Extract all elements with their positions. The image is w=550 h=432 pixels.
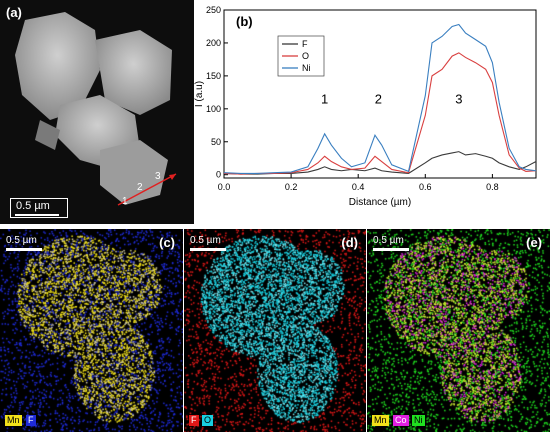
x-tick-label: 0.2	[285, 182, 298, 192]
x-tick-label: 0.4	[352, 182, 365, 192]
x-axis-label: Distance (µm)	[349, 197, 411, 208]
point-label-2: 2	[137, 182, 143, 193]
scale-bar-a	[15, 214, 59, 216]
peak-annotation: 3	[455, 92, 462, 107]
legend-co-e: Co	[393, 415, 409, 426]
y-tick-label: 200	[206, 38, 221, 48]
legend-mn-c: Mn	[5, 415, 22, 426]
linescan-chart-panel: 0.0 0.2 0.4 0.6 0.8 0 50 100 150 200 250 Distance (…	[194, 0, 550, 224]
legend-f-c: F	[26, 415, 36, 426]
scale-bar-box	[10, 198, 68, 218]
legend-mn-e: Mn	[372, 415, 389, 426]
y-tick-label: 250	[206, 5, 221, 15]
plot-frame	[223, 9, 537, 179]
scale-bar-d	[190, 248, 226, 251]
point-label-3: 3	[155, 171, 161, 182]
y-tick-label: 0	[216, 170, 221, 180]
panel-label-d: (d)	[341, 235, 358, 250]
scale-bar-label-c: 0.5 µm	[6, 235, 37, 246]
eds-map-mn-f: 0.5 µm (c) Mn F	[0, 229, 183, 432]
panel-label-c: (c)	[159, 235, 175, 250]
legend-ni-e: Ni	[412, 415, 425, 426]
sem-image-panel: (a) 1 2 3 0.5 µm	[0, 0, 194, 224]
legend-o-d: O	[202, 415, 214, 426]
eds-map-mn-co-ni: 0.5 µm (e) Mn Co Ni	[367, 229, 550, 432]
legend-f-d: F	[189, 415, 199, 426]
series-line-o	[223, 52, 537, 175]
point-label-1: 1	[122, 196, 128, 207]
legend-entry: F	[302, 39, 308, 49]
panel-label-a: (a)	[6, 5, 22, 20]
linescan-chart: 0.0 0.2 0.4 0.6 0.8 0 50 100 150 200 250 Distance (…	[194, 5, 537, 208]
y-tick-label: 150	[206, 71, 221, 81]
eds-map-d-image	[184, 229, 366, 432]
y-axis-label: I (a.u)	[194, 81, 205, 107]
scale-bar-label-e: 0.5 µm	[373, 235, 404, 246]
series-line-ni	[223, 23, 537, 174]
x-tick-label: 0.0	[218, 182, 231, 192]
scale-bar-c	[6, 248, 42, 251]
eds-map-e-image	[367, 229, 550, 432]
scale-bar-e	[373, 248, 409, 251]
eds-map-c-image	[0, 229, 183, 432]
x-tick-label: 0.6	[419, 182, 432, 192]
linescan-line	[117, 173, 177, 206]
y-tick-label: 100	[206, 104, 221, 114]
legend-entry: Ni	[302, 63, 311, 73]
panel-label-e: (e)	[526, 235, 542, 250]
peak-annotation: 2	[375, 92, 382, 107]
legend-entry: O	[302, 51, 309, 61]
peak-annotation: 1	[321, 92, 328, 107]
panel-label-b: (b)	[236, 14, 253, 29]
series-line-f	[223, 151, 537, 175]
scale-bar-label-a: 0.5 µm	[16, 200, 50, 212]
x-tick-label: 0.8	[486, 182, 499, 192]
eds-map-f-o: 0.5 µm (d) F O	[184, 229, 366, 432]
y-tick-label: 50	[211, 137, 221, 147]
scale-bar-label-d: 0.5 µm	[190, 235, 221, 246]
sem-particle-image	[15, 12, 177, 206]
